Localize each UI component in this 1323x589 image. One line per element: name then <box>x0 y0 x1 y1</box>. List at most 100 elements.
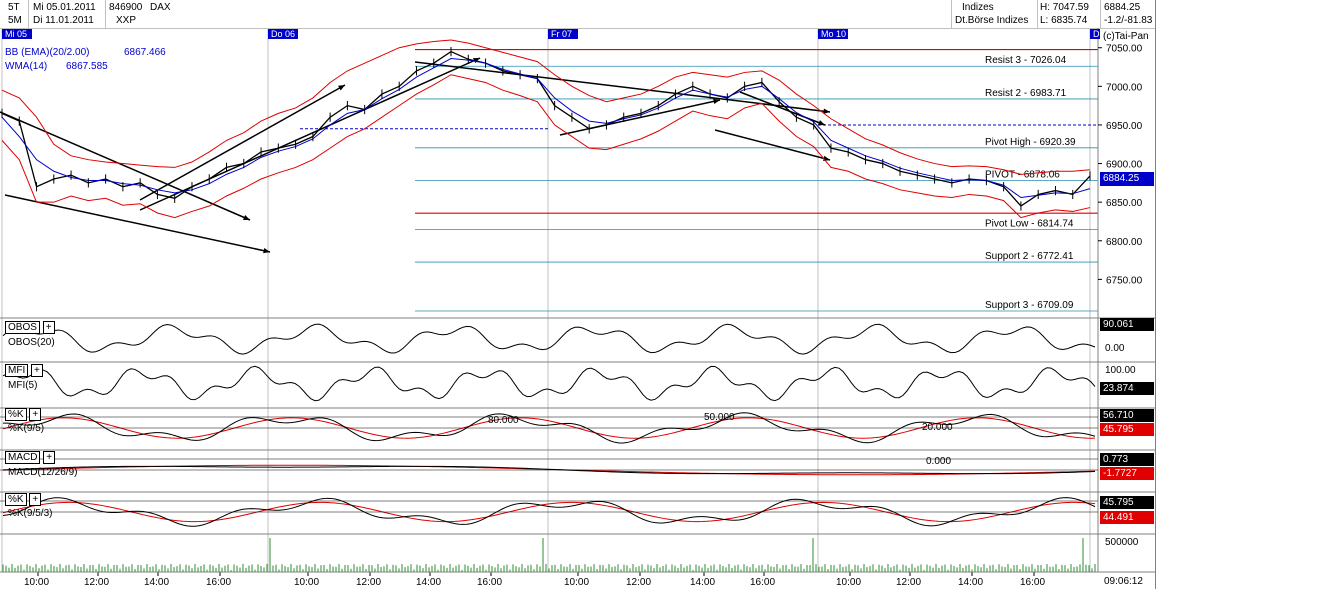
time-label: 16:00 <box>477 577 502 588</box>
obos-value-badge: 90.061 <box>1100 318 1154 331</box>
pivot-label: Support 3 - 6709.09 <box>985 300 1074 311</box>
y-tick-label: 6850.00 <box>1106 198 1143 209</box>
wma-line <box>1 58 1091 199</box>
indicator-line <box>2 497 1096 527</box>
y-tick-label: 6900.00 <box>1106 160 1143 171</box>
signal-line <box>2 501 1096 523</box>
trend-lines <box>0 57 831 254</box>
exchange-name: Dt.Börse Indizes <box>955 15 1029 26</box>
trend-arrow-head <box>823 108 830 114</box>
mfi-panel-header[interactable]: MFI + <box>5 364 43 377</box>
macd-panel-header[interactable]: MACD + <box>5 451 56 464</box>
chart-header: 5T 5M Mi 05.01.2011 Di 11.01.2011 846900… <box>0 0 1155 29</box>
chart-grid <box>1 28 1091 572</box>
trend-line <box>0 111 251 221</box>
timeframe-5t[interactable]: 5T <box>8 2 20 13</box>
time-label: 12:00 <box>896 577 921 588</box>
stoch-value-1: 56.710 <box>1103 410 1134 421</box>
pivot-label: Resist 2 - 6983.71 <box>985 88 1067 99</box>
day-label: Di <box>1093 29 1102 39</box>
stoch2-panel-header[interactable]: %K + <box>5 493 42 506</box>
time-label: 12:00 <box>84 577 109 588</box>
trend-line <box>139 84 346 201</box>
stoch2-value-1: 45.795 <box>1103 497 1134 508</box>
obos-expand-icon[interactable]: + <box>42 321 55 334</box>
bollinger-upper <box>1 39 1091 175</box>
macd-button[interactable]: MACD <box>5 451 41 464</box>
price-chart[interactable]: Resist 3 - 7026.04 Resist 2 - 6983.71 Pivo… <box>0 0 1155 589</box>
date-to: Di 11.01.2011 <box>33 15 94 26</box>
stoch-expand-icon[interactable]: + <box>29 408 42 421</box>
time-label: 16:00 <box>750 577 775 588</box>
stoch2-button[interactable]: %K <box>5 493 27 506</box>
stoch-level-50: 50.000 <box>704 412 735 423</box>
bb-legend-value: 6867.466 <box>124 47 166 58</box>
macd-expand-icon[interactable]: + <box>43 451 56 464</box>
wkn-number: 846900 <box>109 2 143 13</box>
last-price: 6884.25 <box>1104 2 1141 13</box>
mfi-value-2: 23.874 <box>1103 383 1134 394</box>
stoch-value-badge-1: 56.710 <box>1100 409 1154 422</box>
stoch-level-20: 20.000 <box>922 422 953 433</box>
trend-line <box>4 194 271 253</box>
obos-label: OBOS(20) <box>8 337 55 348</box>
high-value: H: 7047.59 <box>1040 2 1089 13</box>
signal-line <box>2 417 1096 439</box>
macd-value-badge-1: 0.773 <box>1100 453 1154 466</box>
wma-legend-label: WMA(14) <box>5 61 48 72</box>
wma-legend-value: 6867.585 <box>66 61 108 72</box>
mfi-value-badge: 23.874 <box>1100 382 1154 395</box>
clock-time: 09:06:12 <box>1104 576 1143 587</box>
mfi-expand-icon[interactable]: + <box>31 364 43 377</box>
day-label: Do 06 <box>271 29 295 39</box>
instrument-name: DAX <box>150 2 171 13</box>
mfi-button[interactable]: MFI <box>5 364 29 377</box>
time-label: 12:00 <box>626 577 651 588</box>
obos-panel-header[interactable]: OBOS + <box>5 321 55 334</box>
stoch2-value-badge-2: 44.491 <box>1100 511 1154 524</box>
stoch-level-80: 80.000 <box>488 415 519 426</box>
trend-arrow-head <box>338 85 345 91</box>
trend-line <box>414 61 831 113</box>
y-tick-label: 6800.00 <box>1106 237 1143 248</box>
time-label: 16:00 <box>206 577 231 588</box>
trend-line <box>559 99 721 136</box>
macd-value-2: -1.7727 <box>1103 468 1137 479</box>
time-label: 10:00 <box>564 577 589 588</box>
price-change: -1.2/-81.83 <box>1104 15 1153 26</box>
trend-arrow-head <box>713 98 720 105</box>
stoch2-expand-icon[interactable]: + <box>29 493 42 506</box>
time-label: 10:00 <box>836 577 861 588</box>
day-label-bg <box>2 29 32 39</box>
pivot-label: PIVOT - 6878.06 <box>985 169 1060 180</box>
stoch-button[interactable]: %K <box>5 408 27 421</box>
pivot-label: Pivot High - 6920.39 <box>985 137 1076 148</box>
time-label: 14:00 <box>958 577 983 588</box>
pivot-label: Support 2 - 6772.41 <box>985 251 1074 262</box>
timeframe-5m[interactable]: 5M <box>8 15 22 26</box>
macd-value-badge-2: -1.7727 <box>1100 467 1154 480</box>
pivot-lines: Resist 3 - 7026.04 Resist 2 - 6983.71 Pivo… <box>300 48 1098 312</box>
indicator-line <box>2 465 1096 475</box>
day-label-bg <box>548 29 578 39</box>
stoch-panel-header[interactable]: %K + <box>5 408 42 421</box>
bollinger-bands <box>1 39 1091 219</box>
day-label-bg <box>818 29 848 39</box>
time-label: 10:00 <box>24 577 49 588</box>
time-label: 14:00 <box>144 577 169 588</box>
time-label: 16:00 <box>1020 577 1045 588</box>
stoch2-value-2: 44.491 <box>1103 512 1134 523</box>
y-tick-label: 7050.00 <box>1106 44 1143 55</box>
stoch-label: %K(9/5) <box>8 423 45 434</box>
indicator-panels <box>0 317 1155 573</box>
trend-arrow-head <box>818 120 825 126</box>
obos-button[interactable]: OBOS <box>5 321 40 334</box>
low-value: L: 6835.74 <box>1040 15 1088 26</box>
day-label-bg <box>1090 29 1100 39</box>
macd-value-1: 0.773 <box>1103 454 1129 465</box>
mfi-label: MFI(5) <box>8 380 38 391</box>
trend-arrow-head <box>243 214 250 220</box>
time-label: 12:00 <box>356 577 381 588</box>
macd-label: MACD(12/26/9) <box>8 467 78 478</box>
date-from: Mi 05.01.2011 <box>33 2 96 13</box>
